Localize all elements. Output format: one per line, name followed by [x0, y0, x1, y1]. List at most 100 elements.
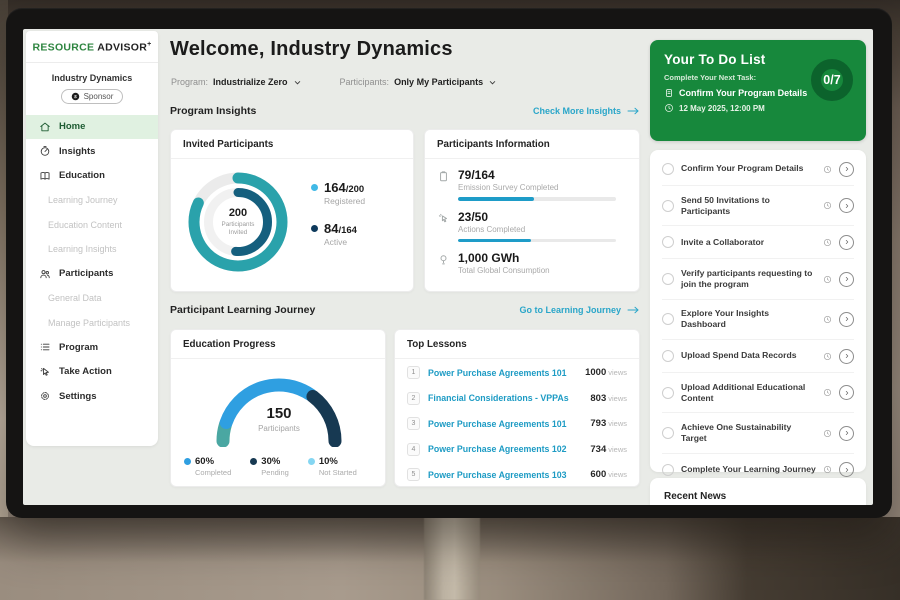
stat-label: Actions Completed — [458, 224, 526, 234]
participants-dropdown[interactable]: Participants: Only My Participants — [340, 77, 498, 87]
lesson-row: 2 Financial Considerations - VPPAs 803 view… — [407, 386, 627, 412]
sidebar-item-home[interactable]: Home — [26, 114, 158, 139]
sidebar-item-label: Manage Participants — [48, 317, 131, 328]
sidebar-item-education-content[interactable]: Education Content — [26, 213, 158, 238]
task-open-button[interactable] — [839, 385, 854, 401]
check-more-insights-label: Check More Insights — [532, 106, 621, 116]
education-progress-card: Education Progress 150 Participants 60% C… — [170, 329, 386, 487]
lesson-views: 793 views — [590, 418, 627, 430]
task-open-button[interactable] — [839, 198, 854, 214]
todo-task-list-card: Confirm Your Program Details Send 50 Invi… — [650, 150, 866, 505]
task-checkbox[interactable] — [662, 313, 674, 326]
legend-value: 164/200 — [324, 180, 365, 195]
legend-percent: 10% — [318, 456, 338, 467]
sponsor-badge-label: Sponsor — [83, 91, 114, 101]
sidebar-item-insights[interactable]: Insights — [26, 139, 158, 164]
task-clock-icon — [823, 275, 832, 284]
sidebar-item-general-data[interactable]: General Data — [26, 286, 158, 311]
settings-icon — [39, 390, 51, 402]
lesson-link[interactable]: Power Purchase Agreements 103 — [428, 469, 567, 480]
sidebar-item-take-action[interactable]: Take Action — [26, 360, 158, 385]
task-row-invite-a-collaborator: Invite a Collaborator — [662, 226, 854, 260]
sidebar-item-learning-insights[interactable]: Learning Insights — [26, 237, 158, 262]
task-checkbox[interactable] — [662, 350, 674, 363]
legend-dot — [184, 458, 191, 465]
home-icon — [39, 121, 51, 133]
task-label: Send 50 Invitations to Participants — [681, 194, 770, 216]
todo-progress-ring: 0/7 — [811, 59, 853, 101]
task-row-upload-spend-data-records: Upload Spend Data Records — [662, 340, 854, 374]
stat-total-global-consumption: 1,000 GWh Total Global Consumption — [437, 251, 627, 275]
participants-dropdown-value: Only My Participants — [394, 77, 484, 87]
task-open-button[interactable] — [839, 348, 854, 364]
sidebar-item-program[interactable]: Program — [26, 335, 158, 360]
legend-label: Not Started — [318, 468, 357, 477]
donut-center-value: 200 — [228, 206, 248, 219]
participants-information-card: Participants Information 79/164 Emission … — [424, 129, 640, 292]
todo-summary-card: Your To Do List Complete Your Next Task:… — [650, 40, 866, 141]
sidebar-item-label: General Data — [48, 293, 102, 304]
lesson-link[interactable]: Power Purchase Agreements 101 — [428, 418, 567, 429]
program-dropdown-label: Program: — [171, 77, 209, 87]
legend-label: Registered — [324, 196, 366, 206]
sidebar-item-label: Insights — [59, 145, 96, 157]
participants-information-title: Participants Information — [425, 130, 639, 159]
task-checkbox[interactable] — [662, 427, 674, 440]
sidebar-item-learning-journey[interactable]: Learning Journey — [26, 188, 158, 213]
sidebar-item-manage-participants[interactable]: Manage Participants — [26, 311, 158, 336]
check-more-insights-link[interactable]: Check More Insights — [533, 106, 640, 116]
dashboard-screen: RESOURCE ADVISOR+ Industry Dynamics Spon… — [23, 29, 873, 505]
section-title-program-insights: Program Insights — [170, 105, 257, 117]
legend-label: Active — [324, 237, 348, 247]
lesson-row: 5 Power Purchase Agreements 103 600 views — [407, 462, 627, 488]
todo-progress-value: 0/7 — [823, 73, 841, 87]
task-open-button[interactable] — [839, 425, 854, 441]
task-checkbox[interactable] — [662, 273, 674, 286]
task-clock-icon — [823, 352, 832, 361]
lesson-link[interactable]: Power Purchase Agreements 101 — [428, 367, 567, 378]
take-action-icon — [39, 366, 51, 378]
task-label: Upload Spend Data Records — [681, 350, 797, 361]
task-checkbox[interactable] — [662, 386, 674, 399]
sidebar-item-education[interactable]: Education — [26, 164, 158, 189]
task-open-button[interactable] — [839, 462, 854, 478]
todo-due-date: 12 May 2025, 12:00 PM — [679, 103, 765, 113]
task-open-button[interactable] — [839, 234, 854, 250]
top-lessons-title: Top Lessons — [395, 330, 639, 359]
task-checkbox[interactable] — [662, 236, 674, 249]
task-checkbox[interactable] — [662, 199, 674, 212]
participants-stats: 79/164 Emission Survey Completed 23/50 Acti… — [425, 159, 639, 284]
sidebar-item-label: Program — [59, 341, 99, 353]
legend-percent: 30% — [261, 456, 281, 467]
task-checkbox[interactable] — [662, 163, 674, 175]
todo-next-task: Confirm Your Program Details — [679, 88, 808, 98]
lesson-rank: 3 — [407, 417, 420, 431]
task-row-explore-your-insights-dashboard: Explore Your Insights Dashboard — [662, 300, 854, 341]
gauge-legend-item-not-started: 10% Not Started — [307, 456, 357, 477]
lesson-row: 3 Power Purchase Agreements 101 793 views — [407, 411, 627, 437]
task-label: Invite a Collaborator — [681, 236, 765, 247]
task-label: Verify participants requesting to join t… — [681, 267, 813, 290]
stat-value: 1,000 GWh — [458, 251, 520, 265]
task-label: Confirm Your Program Details — [681, 163, 804, 174]
task-open-button[interactable] — [839, 161, 854, 177]
program-dropdown[interactable]: Program: Industrialize Zero — [171, 77, 302, 87]
invited-participants-title: Invited Participants — [171, 130, 413, 159]
education-icon — [39, 170, 51, 182]
sidebar-item-label: Education — [59, 170, 105, 182]
sidebar-item-settings[interactable]: Settings — [26, 384, 158, 409]
lesson-rank: 2 — [407, 391, 420, 405]
task-open-button[interactable] — [839, 311, 854, 327]
chevron-down-icon — [293, 78, 302, 87]
sidebar-item-label: Take Action — [59, 366, 112, 378]
lesson-rank: 1 — [407, 366, 420, 380]
sidebar-item-participants[interactable]: Participants — [26, 262, 158, 287]
program-icon — [39, 341, 51, 353]
task-open-button[interactable] — [839, 271, 854, 287]
task-checkbox[interactable] — [662, 463, 674, 476]
lesson-link[interactable]: Power Purchase Agreements 102 — [428, 444, 567, 455]
insights-icon — [39, 145, 51, 157]
lesson-link[interactable]: Financial Considerations - VPPAs — [428, 393, 569, 404]
go-to-learning-journey-link[interactable]: Go to Learning Journey — [519, 305, 640, 315]
